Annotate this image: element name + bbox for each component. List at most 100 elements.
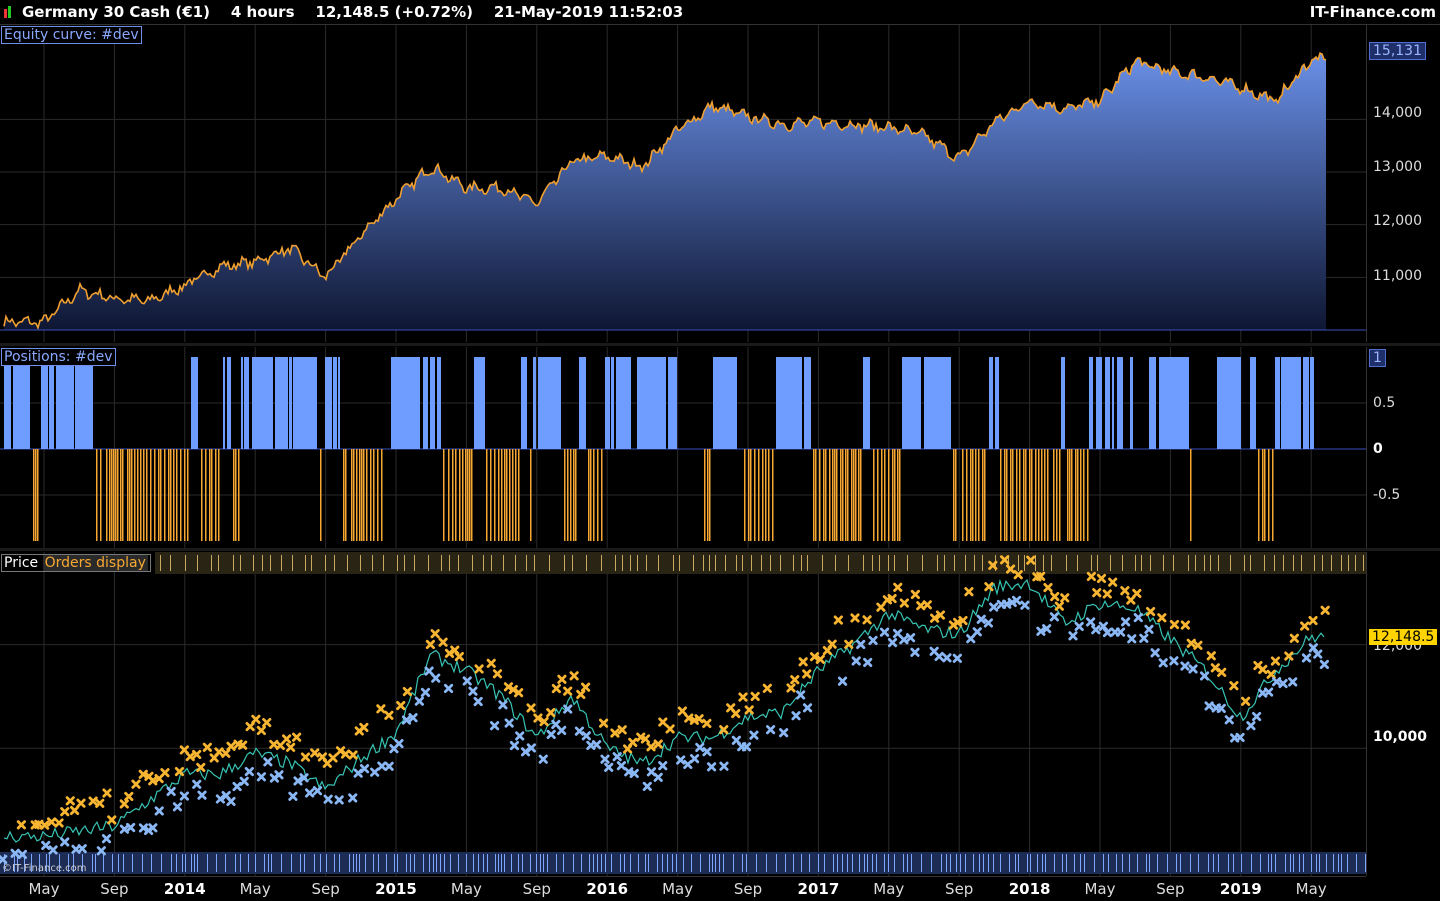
buy-order-marker	[251, 714, 261, 724]
buy-order-marker	[454, 651, 464, 662]
trade-tick	[624, 854, 625, 872]
positions-y-axis[interactable]: 1 0.5 0 -0.5	[1366, 347, 1440, 548]
x-tick-label: May	[1084, 880, 1116, 898]
short-position-bar	[1190, 449, 1192, 541]
buy-order-marker	[88, 796, 98, 806]
trade-tick	[339, 854, 340, 872]
positions-panel-label[interactable]: Positions: #dev	[1, 348, 116, 366]
buy-order-marker	[1284, 651, 1294, 661]
short-position-bar	[593, 449, 595, 541]
trade-tick	[691, 854, 692, 872]
sell-order-marker	[48, 845, 58, 855]
trade-tick	[620, 854, 621, 872]
buy-order-marker	[802, 669, 812, 679]
timeframe[interactable]: 4 hours	[230, 3, 295, 21]
orders-display-label[interactable]: Orders display	[42, 555, 148, 571]
orders-strip	[155, 552, 1366, 574]
trade-tick	[581, 854, 582, 872]
buy-order-marker	[160, 768, 170, 778]
short-position-bar	[1080, 449, 1082, 541]
trade-tick	[888, 854, 889, 872]
order-tick	[872, 555, 873, 571]
sell-order-marker	[779, 728, 789, 738]
sell-order-marker	[348, 793, 358, 803]
buy-order-marker	[551, 683, 561, 694]
short-position-bar	[597, 449, 599, 541]
sell-order-marker	[154, 806, 164, 816]
buy-order-marker	[226, 741, 236, 751]
order-tick	[1264, 555, 1265, 571]
price-y-axis[interactable]: 10,000 12,000 12,148.5	[1366, 552, 1440, 876]
buy-order-marker	[124, 791, 134, 802]
price-last-value: 12,148.5	[1369, 629, 1438, 645]
short-position-bar	[955, 449, 957, 541]
buy-order-marker	[54, 818, 64, 828]
buy-order-marker	[1050, 591, 1060, 602]
buy-order-marker	[1266, 669, 1276, 679]
instrument-summary: Germany 30 Cash (€1) 4 hours 12,148.5 (+…	[22, 3, 683, 21]
order-tick	[564, 555, 565, 571]
buy-order-marker	[1258, 664, 1268, 675]
long-position-bar	[223, 357, 225, 449]
panel-separator[interactable]	[0, 343, 1440, 346]
time-axis[interactable]: May Sep 2014 May Sep 2015 May Sep 2016 May Sep 2017…	[0, 876, 1366, 901]
y-tick-label: 12,000	[1373, 213, 1422, 229]
y-tick-label: 0.5	[1373, 395, 1396, 411]
price-panel-label[interactable]: Price Orders display	[1, 554, 151, 572]
sell-order-marker	[802, 703, 813, 713]
y-tick-label: 14,000	[1373, 105, 1422, 121]
trade-tick	[1066, 854, 1067, 872]
order-tick	[305, 555, 306, 571]
trade-tick	[46, 854, 47, 872]
sell-order-marker	[96, 846, 106, 856]
sell-order-marker	[377, 761, 387, 771]
buy-order-marker	[984, 582, 994, 592]
short-position-bar	[970, 449, 972, 541]
instrument-name[interactable]: Germany 30 Cash (€1)	[22, 3, 210, 21]
sell-order-marker	[394, 738, 404, 749]
short-position-bar	[567, 449, 569, 541]
short-position-bar	[1264, 449, 1266, 541]
buy-order-marker	[922, 600, 932, 610]
long-position-bar	[191, 357, 198, 449]
price-label[interactable]: Price	[4, 555, 39, 571]
trade-tick	[601, 854, 602, 872]
short-position-bar	[825, 449, 827, 541]
trade-tick	[852, 854, 853, 872]
sell-order-marker	[288, 791, 298, 801]
trade-tick	[1213, 854, 1214, 872]
trade-tick	[801, 854, 802, 872]
short-position-bar	[504, 449, 506, 541]
price-plot[interactable]: Price Orders display ©IT-Finance.com	[0, 552, 1366, 876]
equity-y-axis[interactable]: 14,000 13,000 12,000 11,000 15,131	[1366, 25, 1440, 342]
price-chart[interactable]	[0, 552, 1366, 876]
short-position-bar	[320, 449, 322, 541]
sell-order-marker	[976, 614, 986, 624]
trade-tick	[1054, 854, 1055, 872]
buy-order-marker	[40, 820, 50, 830]
equity-panel-label[interactable]: Equity curve: #dev	[1, 26, 142, 44]
buy-order-marker	[292, 732, 302, 742]
sell-order-marker	[546, 729, 556, 740]
order-tick	[725, 555, 726, 571]
sell-order-marker	[312, 786, 323, 796]
equity-panel[interactable]: Equity curve: #dev 14,000 13,000 12,000 …	[0, 25, 1440, 342]
trade-tick	[436, 854, 437, 872]
trade-tick	[536, 854, 537, 872]
order-tick	[185, 555, 186, 571]
price-panel[interactable]: Price Orders display ©IT-Finance.com 10,…	[0, 552, 1440, 876]
trade-tick	[657, 854, 658, 872]
buy-order-marker	[69, 805, 80, 816]
buy-order-marker	[1013, 570, 1023, 580]
panel-separator[interactable]	[0, 548, 1440, 551]
positions-panel[interactable]: Positions: #dev 1 0.5 0 -0.5	[0, 347, 1440, 548]
buy-order-marker	[376, 704, 386, 714]
sell-order-marker	[887, 638, 898, 648]
positions-plot[interactable]: Positions: #dev	[0, 347, 1366, 548]
positions-chart[interactable]	[0, 347, 1366, 548]
sell-order-marker	[1042, 624, 1052, 634]
trade-tick	[1293, 854, 1294, 872]
equity-plot[interactable]: Equity curve: #dev	[0, 25, 1366, 342]
equity-chart[interactable]	[0, 25, 1366, 342]
buy-order-marker	[65, 796, 75, 806]
